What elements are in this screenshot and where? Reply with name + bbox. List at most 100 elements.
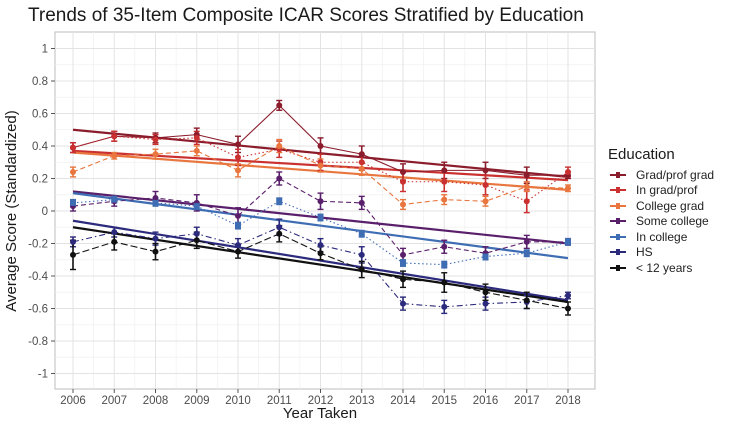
data-point-grad-prof-grad (482, 167, 489, 174)
data-points (70, 102, 571, 312)
x-tick-label: 2014 (390, 395, 416, 407)
data-point-in-grad-prof (565, 169, 571, 175)
data-point-12-years (523, 297, 530, 304)
y-tick-label: 0.2 (32, 174, 48, 186)
data-point-hs (317, 242, 324, 249)
data-point-grad-prof-grad (400, 169, 406, 175)
legend-item: In college (608, 229, 714, 245)
data-point-hs (400, 300, 406, 307)
data-point-some-college (441, 243, 448, 250)
data-point-12-years (152, 248, 159, 255)
data-point-12-years (235, 248, 241, 255)
data-point-12-years (441, 279, 448, 286)
y-tick-label: -1 (38, 369, 48, 381)
y-axis-ticks: 1 0.8 0.6 0.4 0.2 0 -0.2 -0.4 -0.6 -0.8 -1 (28, 44, 55, 381)
y-tick-label: -0.8 (28, 336, 48, 348)
x-tick-label: 2008 (143, 395, 169, 407)
legend-items: Grad/prof grad In grad/prof College grad So… (608, 167, 714, 276)
data-point-12-years (400, 276, 406, 283)
x-tick-label: 2017 (514, 395, 540, 407)
data-point-in-college (317, 214, 324, 221)
legend-title: Education (608, 146, 675, 163)
y-tick-label: 0.6 (32, 109, 48, 121)
x-tick-label: 2010 (225, 395, 251, 407)
data-point-12-years (70, 251, 76, 258)
data-point-grad-prof-grad (317, 143, 324, 149)
data-point-in-grad-prof (523, 198, 530, 205)
x-axis-label: Year Taken (283, 405, 357, 422)
data-point-hs (152, 235, 159, 242)
legend-item: Some college (608, 214, 714, 230)
legend-label: College grad (636, 198, 705, 213)
legend-label: In college (636, 229, 688, 244)
data-point-hs (276, 224, 283, 231)
data-point-in-grad-prof (70, 144, 76, 151)
x-tick-label: 2006 (60, 395, 86, 407)
x-tick-label: 2018 (555, 395, 581, 407)
data-point-college-grad (235, 167, 241, 174)
data-point-12-years (565, 305, 571, 312)
legend-key (608, 200, 628, 212)
data-point-in-college (482, 253, 489, 260)
data-point-some-college (276, 175, 283, 182)
legend-label: HS (636, 245, 653, 260)
data-point-in-grad-prof (152, 136, 159, 143)
x-tick-label: 2016 (473, 395, 499, 407)
data-point-in-college (523, 250, 530, 257)
data-point-college-grad (482, 198, 489, 205)
data-point-college-grad (111, 152, 118, 159)
legend-item: HS (608, 245, 714, 261)
data-point-in-grad-prof (400, 178, 406, 185)
y-tick-label: 0 (42, 206, 48, 218)
y-tick-label: 1 (42, 44, 48, 56)
legend: Education Grad/prof grad In grad/prof Coll… (608, 146, 714, 276)
data-point-in-college (193, 203, 200, 210)
legend-key (608, 169, 628, 181)
data-point-college-grad (70, 169, 76, 175)
legend-item: < 12 years (608, 260, 714, 276)
data-point-in-college (152, 199, 159, 206)
x-tick-label: 2013 (349, 395, 375, 407)
data-point-some-college (152, 195, 159, 201)
legend-key (608, 262, 628, 274)
legend-item: College grad (608, 198, 714, 214)
data-point-college-grad (193, 147, 200, 154)
data-point-grad-prof-grad (235, 141, 241, 148)
legend-label: Grad/prof grad (636, 167, 715, 182)
data-point-hs (111, 229, 118, 236)
data-point-12-years (111, 238, 118, 245)
chart-title: Trends of 35-Item Composite ICAR Scores … (28, 5, 584, 26)
data-point-college-grad (523, 183, 530, 190)
data-point-in-college (400, 260, 406, 266)
x-tick-label: 2009 (184, 395, 210, 407)
data-point-some-college (400, 251, 406, 258)
data-point-12-years (317, 250, 324, 257)
data-point-in-grad-prof (193, 134, 200, 141)
data-point-in-college (235, 222, 241, 229)
data-point-12-years (482, 289, 489, 296)
data-point-some-college (317, 198, 324, 205)
x-tick-label: 2007 (101, 395, 127, 407)
data-point-college-grad (276, 143, 283, 149)
legend-item: In grad/prof (608, 183, 714, 199)
data-point-college-grad (441, 196, 448, 203)
data-point-hs (441, 303, 448, 310)
data-point-in-grad-prof (235, 154, 241, 161)
data-point-some-college (523, 238, 530, 245)
data-point-12-years (193, 237, 200, 244)
legend-key (608, 246, 628, 258)
data-point-in-grad-prof (482, 182, 489, 188)
data-point-in-grad-prof (441, 178, 448, 185)
data-point-in-college (565, 238, 571, 245)
y-tick-label: -0.4 (28, 271, 48, 283)
y-axis-label: Average Score (Standardized) (3, 110, 20, 312)
data-point-hs (193, 230, 200, 237)
data-point-12-years (358, 266, 365, 273)
data-point-12-years (276, 230, 283, 237)
data-point-hs (70, 238, 76, 245)
y-tick-label: 0.4 (32, 141, 49, 153)
data-point-college-grad (565, 185, 571, 192)
data-point-in-college (70, 199, 76, 206)
data-point-in-college (358, 230, 365, 237)
